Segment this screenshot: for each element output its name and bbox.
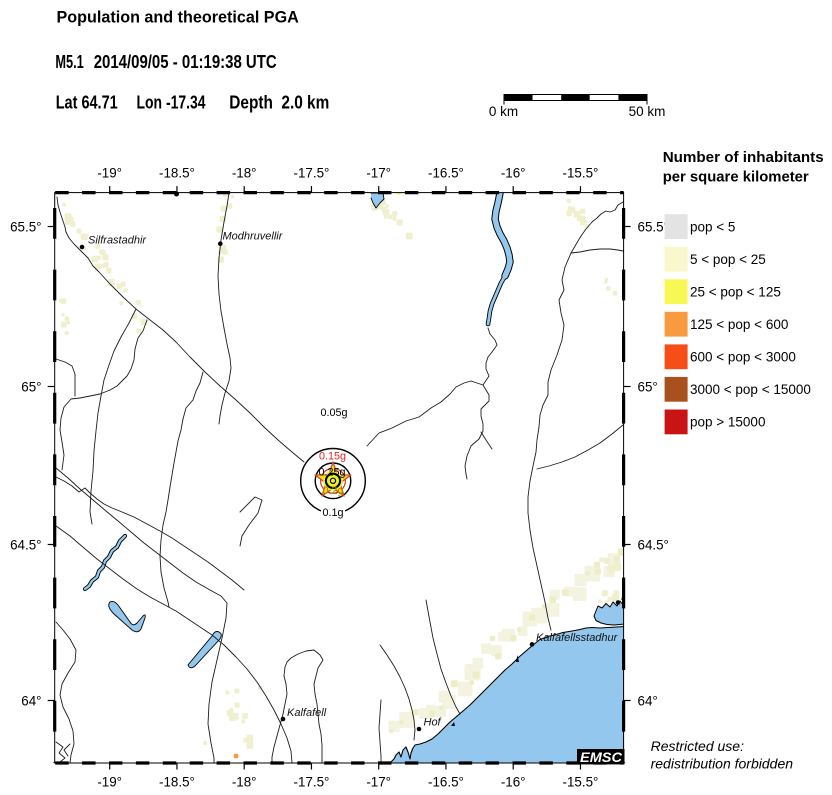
svg-text:-17°: -17°: [366, 166, 391, 181]
svg-text:0 km: 0 km: [489, 104, 518, 119]
svg-text:-18°: -18°: [232, 166, 257, 181]
svg-text:0.1g: 0.1g: [322, 507, 343, 519]
svg-text:redistribution forbidden: redistribution forbidden: [651, 756, 794, 772]
svg-text:25 < pop < 125: 25 < pop < 125: [690, 285, 781, 300]
svg-text:-16°: -16°: [501, 775, 526, 790]
svg-text:-16°: -16°: [501, 166, 526, 181]
svg-text:65°: 65°: [638, 379, 658, 394]
svg-text:M5.1: M5.1: [55, 52, 83, 72]
svg-text:64.5°: 64.5°: [10, 537, 41, 552]
svg-text:-19°: -19°: [97, 166, 122, 181]
svg-text:65.5°: 65.5°: [10, 219, 41, 234]
svg-text:-18.5°: -18.5°: [159, 775, 195, 790]
svg-text:EMSC: EMSC: [580, 750, 623, 765]
svg-text:pop > 15000: pop > 15000: [690, 415, 765, 430]
svg-text:600 < pop < 3000: 600 < pop < 3000: [690, 350, 796, 365]
svg-text:pop < 5: pop < 5: [690, 219, 735, 234]
svg-text:50 km: 50 km: [629, 104, 666, 119]
svg-text:-15.5°: -15.5°: [563, 775, 599, 790]
svg-text:65°: 65°: [21, 379, 41, 394]
svg-text:-16.5°: -16.5°: [428, 166, 464, 181]
svg-text:65.5°: 65.5°: [638, 219, 669, 234]
svg-text:0.15g: 0.15g: [319, 451, 346, 463]
svg-text:0.05g: 0.05g: [320, 407, 347, 419]
svg-text:per square kilometer: per square kilometer: [663, 168, 809, 185]
svg-text:Hof: Hof: [424, 717, 442, 729]
svg-text:-17°: -17°: [366, 775, 391, 790]
svg-text:3000 < pop < 15000: 3000 < pop < 15000: [690, 382, 811, 397]
svg-text:Silfrastadhir: Silfrastadhir: [88, 235, 147, 247]
svg-text:64.5°: 64.5°: [638, 537, 669, 552]
svg-text:2014/09/05 - 01:19:38 UTC: 2014/09/05 - 01:19:38 UTC: [94, 52, 277, 72]
svg-text:Modhruvellir: Modhruvellir: [223, 231, 284, 243]
svg-text:Lat 64.71: Lat 64.71: [56, 93, 118, 113]
svg-text:Depth 2.0 km: Depth 2.0 km: [229, 93, 329, 113]
svg-text:-18°: -18°: [232, 775, 257, 790]
svg-text:-15.5°: -15.5°: [563, 166, 599, 181]
svg-text:Kalfafell: Kalfafell: [287, 707, 327, 719]
svg-text:Population and theoretical PGA: Population and theoretical PGA: [57, 8, 299, 27]
svg-text:-17.5°: -17.5°: [294, 775, 330, 790]
svg-text:-19°: -19°: [97, 775, 122, 790]
svg-text:64°: 64°: [21, 693, 41, 708]
svg-text:-18.5°: -18.5°: [159, 166, 195, 181]
svg-text:Number of inhabitants: Number of inhabitants: [663, 149, 824, 166]
svg-text:-17.5°: -17.5°: [294, 166, 330, 181]
svg-text:Lon -17.34: Lon -17.34: [137, 93, 206, 113]
svg-text:125 < pop < 600: 125 < pop < 600: [690, 317, 788, 332]
svg-text:5 < pop < 25: 5 < pop < 25: [690, 252, 766, 267]
svg-text:-16.5°: -16.5°: [428, 775, 464, 790]
svg-text:0.2g: 0.2g: [322, 485, 343, 497]
svg-text:Restricted use:: Restricted use:: [651, 738, 744, 754]
svg-text:0.25g: 0.25g: [318, 467, 345, 479]
svg-text:64°: 64°: [638, 693, 658, 708]
svg-text:Kalfafellsstadhur: Kalfafellsstadhur: [536, 632, 619, 644]
